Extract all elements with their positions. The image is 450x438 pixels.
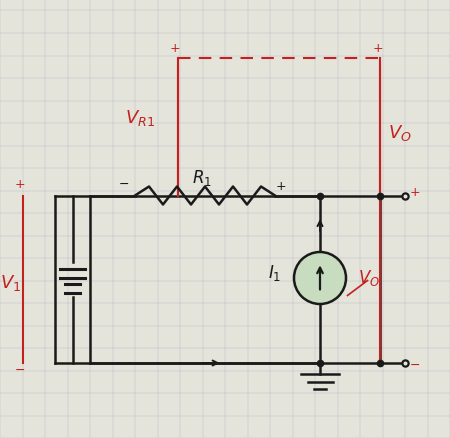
Text: +: + [170, 42, 180, 56]
Text: −: − [119, 177, 129, 191]
Text: −: − [410, 359, 420, 372]
Text: −: − [15, 364, 25, 377]
Text: $V_O$: $V_O$ [357, 268, 379, 288]
Circle shape [294, 252, 346, 304]
Text: +: + [372, 42, 383, 56]
Text: +: + [276, 180, 286, 193]
Text: +: + [410, 187, 421, 199]
Text: $I_1$: $I_1$ [267, 263, 281, 283]
Text: $V_1$: $V_1$ [0, 273, 21, 293]
Text: $V_O$: $V_O$ [387, 123, 411, 143]
Text: $V_{R1}$: $V_{R1}$ [125, 108, 155, 128]
Text: $R_1$: $R_1$ [193, 168, 212, 188]
Text: +: + [15, 179, 25, 191]
